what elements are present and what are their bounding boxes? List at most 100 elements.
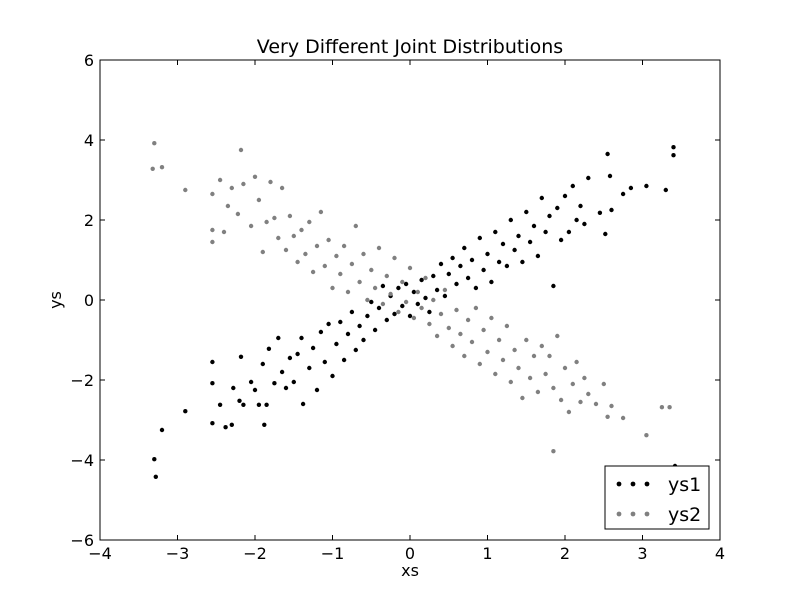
point-ys2 <box>264 219 269 225</box>
point-ys2 <box>574 359 579 365</box>
point-ys2 <box>152 141 157 146</box>
point-ys2 <box>338 271 343 277</box>
x-tick-label: 4 <box>715 544 725 563</box>
point-ys1 <box>477 235 482 241</box>
point-ys1 <box>376 305 382 311</box>
point-ys2 <box>217 177 223 183</box>
point-ys1 <box>520 259 525 265</box>
y-tick-label: −4 <box>70 451 94 470</box>
point-ys2 <box>210 191 215 197</box>
point-ys2 <box>659 405 665 410</box>
point-ys1 <box>446 271 451 277</box>
point-ys1 <box>566 229 572 235</box>
point-ys1 <box>326 321 331 327</box>
point-ys1 <box>314 387 320 393</box>
point-ys2 <box>462 353 467 359</box>
point-ys2 <box>221 229 227 235</box>
point-ys1 <box>570 183 575 189</box>
point-ys1 <box>152 457 157 462</box>
point-ys1 <box>603 231 608 237</box>
x-axis-label: xs <box>401 561 419 580</box>
point-ys2 <box>210 227 215 233</box>
point-ys2 <box>384 273 389 279</box>
point-ys1 <box>266 346 272 351</box>
legend-marker <box>616 481 622 487</box>
point-ys2 <box>434 333 440 339</box>
point-ys1 <box>419 277 424 283</box>
point-ys2 <box>547 353 552 359</box>
point-ys1 <box>403 281 409 287</box>
point-ys2 <box>527 375 533 381</box>
point-ys2 <box>330 285 335 291</box>
point-ys1 <box>384 317 389 323</box>
legend-entry-ys2: ys2 <box>616 504 701 526</box>
point-ys1 <box>295 351 300 357</box>
series-ys1 <box>152 145 678 479</box>
point-ys2 <box>520 395 525 401</box>
point-ys1 <box>607 173 613 179</box>
point-ys2 <box>601 381 606 387</box>
point-ys1 <box>283 385 289 391</box>
point-ys1 <box>427 309 432 315</box>
point-ys2 <box>423 275 428 281</box>
point-ys1 <box>365 313 370 319</box>
point-ys1 <box>597 210 603 215</box>
y-tick-label: 0 <box>84 291 94 310</box>
point-ys1 <box>307 365 312 371</box>
legend-marker <box>630 511 636 517</box>
y-tick-label: 6 <box>84 51 94 70</box>
point-ys1 <box>334 341 339 347</box>
point-ys2 <box>411 315 417 321</box>
point-ys1 <box>400 303 405 309</box>
point-ys2 <box>376 245 382 251</box>
point-ys2 <box>310 269 316 275</box>
point-ys2 <box>268 179 273 185</box>
point-ys1 <box>663 187 668 193</box>
x-tick-label: 2 <box>560 544 570 563</box>
point-ys1 <box>279 369 285 375</box>
point-ys1 <box>349 309 355 315</box>
point-ys2 <box>593 401 599 407</box>
x-tick-label: −3 <box>166 544 190 563</box>
point-ys1 <box>241 402 246 407</box>
points-layer <box>150 141 678 479</box>
point-ys1 <box>223 425 228 430</box>
point-ys1 <box>531 223 537 229</box>
point-ys2 <box>314 243 320 249</box>
point-ys2 <box>369 267 374 273</box>
point-ys1 <box>217 402 223 407</box>
point-ys1 <box>341 357 347 363</box>
point-ys1 <box>547 213 552 219</box>
point-ys2 <box>357 279 362 285</box>
legend-marker <box>644 481 650 487</box>
point-ys2 <box>372 285 378 291</box>
point-ys2 <box>353 223 358 229</box>
point-ys2 <box>229 185 234 191</box>
point-ys2 <box>524 337 529 343</box>
point-ys2 <box>345 289 351 295</box>
point-ys1 <box>330 373 335 379</box>
point-ys2 <box>477 361 482 367</box>
point-ys2 <box>454 307 459 313</box>
point-ys1 <box>310 345 316 351</box>
point-ys1 <box>300 401 306 407</box>
point-ys1 <box>256 402 262 407</box>
point-ys1 <box>481 267 486 273</box>
legend-entry-ys1: ys1 <box>616 474 701 496</box>
x-tick-label: −2 <box>243 544 267 563</box>
point-ys2 <box>605 414 610 419</box>
point-ys1 <box>489 279 494 285</box>
point-ys2 <box>279 185 285 191</box>
point-ys2 <box>307 219 312 225</box>
point-ys2 <box>496 337 502 343</box>
point-ys1 <box>415 301 420 307</box>
point-ys2 <box>256 197 262 203</box>
point-ys1 <box>586 175 591 181</box>
point-ys1 <box>454 281 459 287</box>
point-ys2 <box>578 399 583 405</box>
chart-title: Very Different Joint Distributions <box>257 36 563 58</box>
